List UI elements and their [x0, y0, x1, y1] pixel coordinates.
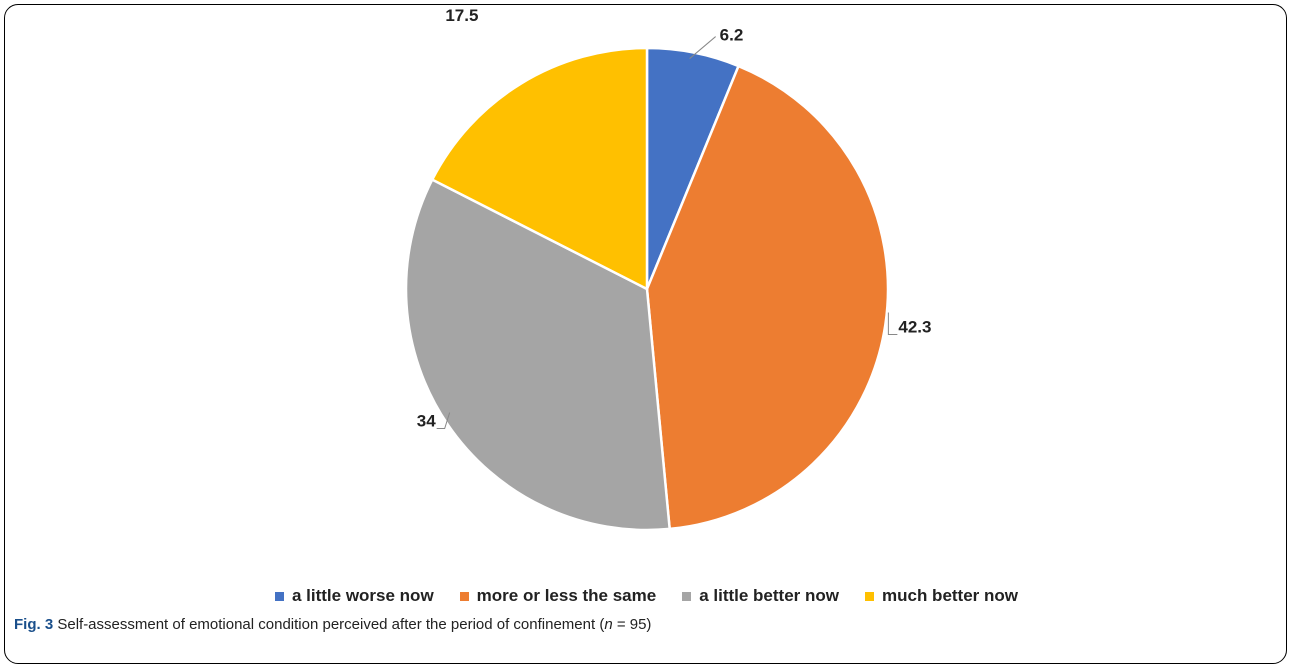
caption-n-symbol: n [604, 616, 613, 633]
pie-chart: 6.2 42.3 34 17.5 [404, 6, 931, 532]
legend-swatch-much-better [865, 591, 874, 601]
legend-label-much-better: much better now [882, 586, 1019, 605]
figure-label: Fig. 3 [14, 616, 54, 633]
legend-label-a-little-worse: a little worse now [291, 586, 434, 605]
legend-swatch-a-little-better [682, 591, 692, 601]
legend-item-much-better: much better now [865, 586, 1018, 606]
legend-label-a-little-better: a little better now [699, 586, 839, 605]
legend-item-same: more or less the same [459, 586, 657, 606]
chart-legend: a little worse now more or less the same… [0, 586, 1293, 606]
leader-line-a-little-better [436, 412, 451, 429]
legend-item-a-little-worse: a little worse now [274, 586, 434, 606]
pie-slice-same [645, 64, 890, 531]
data-label-same: 42.3 [898, 317, 931, 336]
data-label-much-better: 17.5 [445, 6, 478, 25]
data-label-a-little-better: 34 [417, 411, 436, 430]
caption-text-before: Self-assessment of emotional condition p… [57, 616, 605, 633]
legend-swatch-same [459, 591, 469, 601]
leader-line-a-little-worse [689, 36, 716, 59]
data-label-a-little-worse: 6.2 [720, 26, 744, 45]
caption-text-after: = 95) [612, 616, 652, 633]
legend-item-a-little-better: a little better now [682, 586, 839, 606]
pie-slice-much-better [430, 46, 649, 292]
legend-label-same: more or less the same [476, 586, 657, 605]
figure-caption: Fig. 3 Self-assessment of emotional cond… [14, 616, 651, 633]
leader-line-same [887, 312, 898, 335]
legend-swatch-a-little-worse [274, 591, 284, 601]
